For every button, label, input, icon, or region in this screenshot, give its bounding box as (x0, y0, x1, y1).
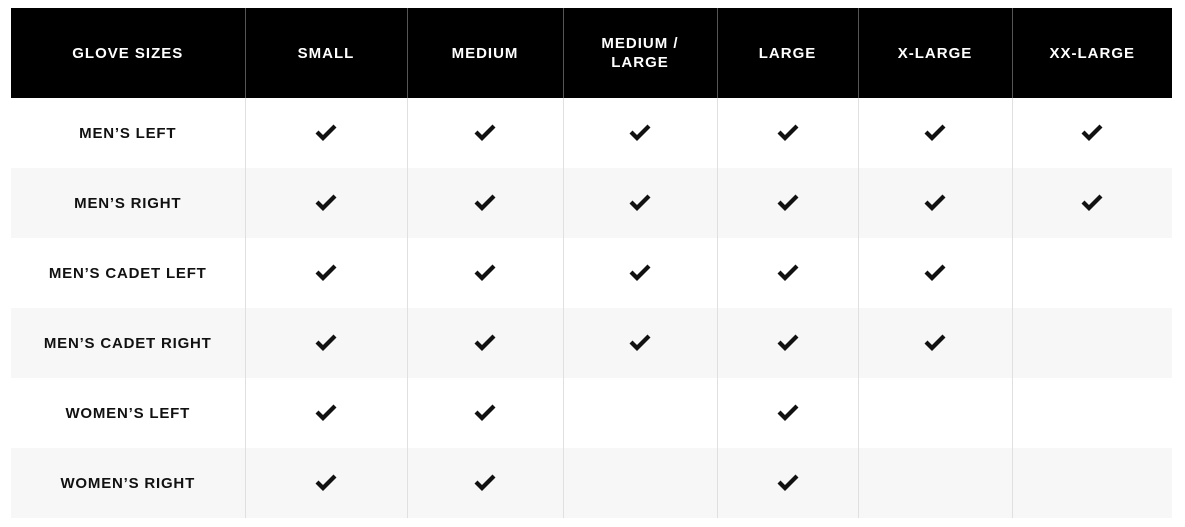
row-label: MEN’S CADET RIGHT (11, 308, 245, 378)
column-header: GLOVE SIZES (11, 8, 245, 98)
size-cell (857, 238, 1012, 308)
checkmark-icon (777, 474, 798, 491)
size-cell (244, 98, 407, 168)
checkmark-icon (474, 194, 496, 211)
column-header: X-LARGE (857, 8, 1012, 98)
size-cell (406, 238, 563, 308)
size-cell (857, 98, 1012, 168)
checkmark-icon (315, 334, 337, 351)
checkmark-icon (777, 264, 798, 281)
size-cell (562, 378, 717, 448)
row-label: WOMEN’S RIGHT (11, 448, 245, 518)
size-cell (562, 308, 717, 378)
checkmark-icon (315, 404, 337, 421)
size-cell (1011, 168, 1172, 238)
size-cell (857, 378, 1012, 448)
row-label: MEN’S RIGHT (11, 168, 245, 238)
row-label: MEN’S LEFT (79, 124, 177, 142)
checkmark-icon (474, 334, 496, 351)
column-header: SMALL (244, 8, 407, 98)
size-cell (716, 98, 858, 168)
size-cell (1011, 378, 1172, 448)
header-row: GLOVE SIZES SMALL MEDIUM MEDIUM / LARGE LARG… (11, 8, 1172, 98)
column-header: LARGE (716, 8, 858, 98)
size-cell (716, 378, 858, 448)
row-label: MEN’S CADET LEFT (48, 264, 207, 282)
checkmark-icon (315, 194, 337, 211)
checkmark-icon (777, 194, 798, 211)
size-cell (1011, 308, 1172, 378)
size-cell (716, 308, 858, 378)
checkmark-icon (1081, 124, 1103, 141)
checkmark-icon (474, 474, 496, 491)
size-cell (716, 448, 858, 518)
checkmark-icon (629, 334, 651, 351)
size-cell (244, 238, 407, 308)
checkmark-icon (629, 194, 651, 211)
column-header: MEDIUM / LARGE (562, 8, 717, 98)
size-cell (562, 448, 717, 518)
table-row: MEN’S CADET RIGHT (11, 308, 1172, 378)
glove-size-table: GLOVE SIZES SMALL MEDIUM MEDIUM / LARGE LARG… (11, 8, 1172, 518)
size-cell (244, 308, 407, 378)
table-row: MEN’S CADET LEFT (11, 238, 1172, 308)
size-cell (562, 168, 717, 238)
size-cell (857, 308, 1012, 378)
checkmark-icon (315, 124, 337, 141)
table-row: MEN’S RIGHT (11, 168, 1172, 238)
size-cell (1011, 448, 1172, 518)
checkmark-icon (777, 124, 798, 141)
column-header: XX-LARGE (1011, 8, 1172, 98)
size-cell (406, 448, 563, 518)
size-cell (857, 168, 1012, 238)
checkmark-icon (777, 404, 798, 421)
row-label: WOMEN’S LEFT (65, 404, 191, 422)
checkmark-icon (924, 194, 946, 211)
size-cell (716, 238, 858, 308)
size-cell (562, 98, 717, 168)
table-row: WOMEN’S RIGHT (11, 448, 1172, 518)
size-cell (406, 378, 563, 448)
checkmark-icon (924, 124, 946, 141)
checkmark-icon (474, 404, 496, 421)
size-cell (1011, 238, 1172, 308)
size-cell (406, 98, 563, 168)
size-cell (562, 238, 717, 308)
size-cell (244, 448, 407, 518)
size-cell (716, 168, 858, 238)
checkmark-icon (474, 264, 496, 281)
size-cell (406, 168, 563, 238)
size-cell (1011, 98, 1172, 168)
checkmark-icon (1081, 194, 1103, 211)
column-header: MEDIUM (406, 8, 563, 98)
checkmark-icon (924, 334, 946, 351)
checkmark-icon (315, 264, 337, 281)
checkmark-icon (629, 124, 651, 141)
checkmark-icon (474, 124, 496, 141)
checkmark-icon (629, 264, 651, 281)
table-row: WOMEN’S LEFT (11, 378, 1172, 448)
size-cell (244, 168, 407, 238)
checkmark-icon (315, 474, 337, 491)
size-cell (857, 448, 1012, 518)
checkmark-icon (777, 334, 798, 351)
table-row: MEN’S LEFT (11, 98, 1172, 168)
size-cell (406, 308, 563, 378)
size-cell (244, 378, 407, 448)
checkmark-icon (924, 264, 946, 281)
